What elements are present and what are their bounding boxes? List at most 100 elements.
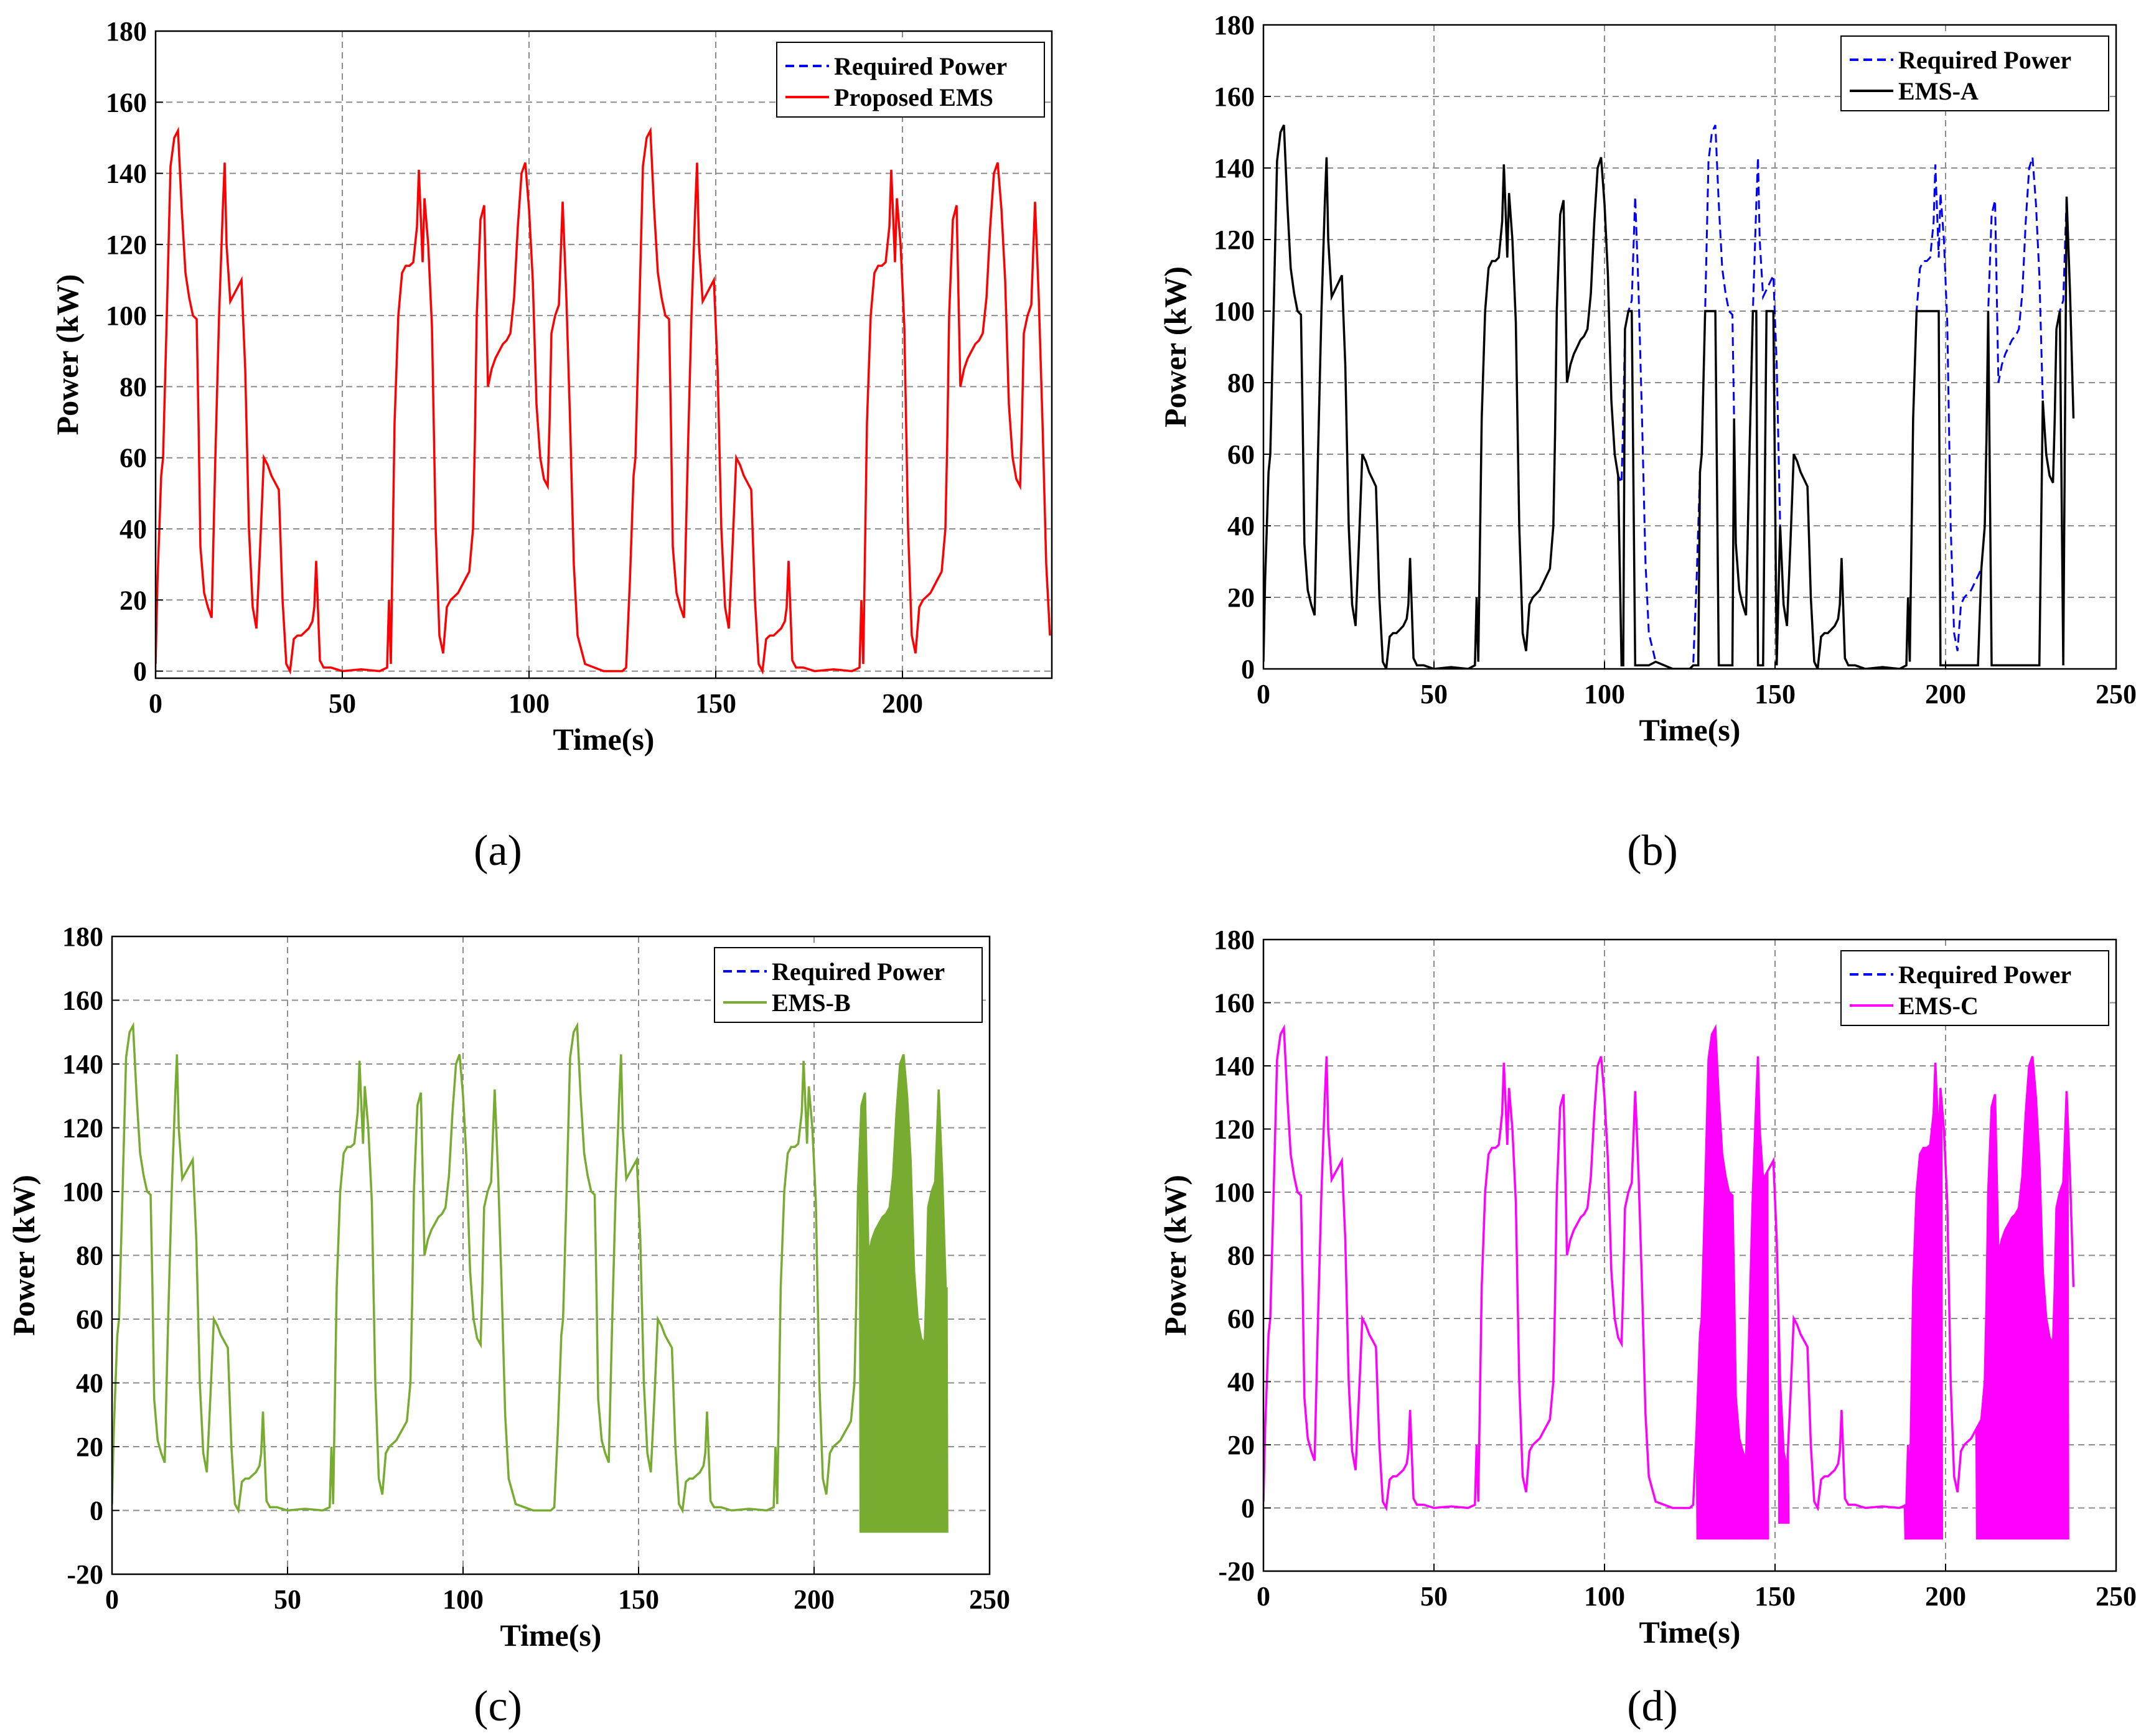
x-tick-label: 100 [1584,679,1625,709]
series-oscillation-band [1903,1079,1943,1540]
caption-c: (c) [474,1682,522,1730]
x-tick-label: 50 [1420,679,1448,709]
x-tick-label: 250 [2096,679,2137,709]
plot-area [1263,25,2116,669]
y-tick-label: 40 [1227,1367,1255,1398]
y-tick-label: 180 [62,922,103,952]
y-axis-label: Power (kW) [6,1175,41,1336]
axes-frame [1262,24,2117,670]
y-tick-label: 160 [1214,988,1255,1019]
traces [156,126,1051,675]
x-tick-label: 150 [1754,679,1796,709]
y-tick-label: 60 [76,1304,103,1335]
legend-box [776,42,1045,118]
y-tick-label: 60 [1227,1304,1255,1334]
x-tick-label: 250 [2096,1581,2137,1612]
x-tick-label: 0 [105,1584,119,1615]
series-line-ems [1263,124,2075,669]
x-tick-label: 200 [794,1584,835,1615]
y-tick-label: 20 [76,1432,103,1462]
x-tick-label: 50 [329,688,356,719]
x-tick-label: 250 [969,1584,1010,1615]
caption-b: (b) [1627,827,1678,875]
y-tick-label: 60 [119,443,147,474]
x-tick-label: 0 [149,688,162,719]
y-tick-label: 80 [1227,368,1255,398]
series-line-ems [1263,1024,2075,1512]
y-tick-label: 20 [1227,582,1255,613]
x-tick-label: 200 [882,688,923,719]
legend-label: EMS-B [772,989,851,1017]
series-oscillation-band [1695,1030,1769,1540]
y-tick-label: 120 [1214,225,1255,255]
traces [1263,124,2075,669]
y-tick-label: -20 [67,1559,103,1590]
traces [112,1022,949,1533]
x-tick-label: 50 [274,1584,301,1615]
y-tick-label: -20 [1218,1556,1255,1587]
x-axis-label: Time(s) [1639,1615,1741,1650]
y-tick-label: 180 [106,16,147,47]
y-tick-label: 100 [62,1177,103,1207]
y-tick-label: 20 [1227,1430,1255,1460]
y-tick-label: 120 [1214,1114,1255,1145]
y-tick-label: 0 [1241,1493,1255,1524]
x-axis-label: Time(s) [553,722,655,757]
legend-label: EMS-A [1898,77,1979,105]
x-tick-label: 0 [1257,679,1270,709]
x-tick-label: 100 [443,1584,484,1615]
y-tick-label: 0 [133,656,147,687]
x-axis-label: Time(s) [1639,712,1741,747]
panel-a: 0 50 100 150 200 0 20 40 60 80 100 120 140 160 180 Time… [50,16,1053,757]
plot-area [156,31,1052,678]
y-tick-label: 160 [106,87,147,118]
legend-box [1840,950,2109,1026]
y-tick-label: 140 [62,1049,103,1080]
y-tick-label: 160 [62,986,103,1016]
y-tick-label: 180 [1214,10,1255,40]
y-tick-label: 0 [90,1496,103,1526]
legend-label: Required Power [834,52,1007,80]
x-tick-label: 150 [1754,1581,1796,1612]
legend-label: Required Power [1898,961,2071,989]
panel-c: 0 50 100 150 200 250-200204060801001201401601… [6,922,1010,1653]
y-tick-label: 140 [106,159,147,189]
y-tick-label: 120 [62,1113,103,1144]
legend-box [1840,35,2109,111]
x-tick-label: 100 [508,688,550,719]
y-tick-label: 100 [1214,296,1255,327]
series-line-ems [112,1022,947,1514]
y-axis-label: Power (kW) [50,274,85,436]
x-axis-label: Time(s) [500,1618,602,1653]
series-oscillation-band [1778,1310,1790,1524]
y-tick-label: 80 [76,1241,103,1271]
legend-label: Required Power [1898,46,2071,74]
x-tick-label: 0 [1257,1581,1270,1612]
y-tick-label: 20 [119,585,147,615]
x-tick-label: 200 [1925,679,1966,709]
y-axis-label: Power (kW) [1158,266,1192,427]
x-tick-label: 200 [1925,1581,1966,1612]
y-tick-label: 40 [76,1368,103,1399]
panel-d: 0 50 100 150 200 250-200204060801001201401601… [1158,925,2137,1650]
y-tick-label: 60 [1227,439,1255,470]
legend-label: EMS-C [1898,992,1979,1020]
y-tick-label: 40 [1227,511,1255,541]
legend-label: Proposed EMS [834,83,993,111]
panel-b: 0 50 100 150 200 250 0 20 40 60 80 100 120 140 160 180 T… [1158,10,2137,747]
y-tick-label: 80 [119,371,147,402]
caption-a: (a) [474,827,522,875]
y-tick-label: 100 [1214,1177,1255,1208]
y-tick-label: 140 [1214,153,1255,184]
legend-box [714,947,983,1023]
x-tick-label: 150 [695,688,736,719]
y-tick-label: 100 [106,301,147,331]
x-tick-label: 150 [618,1584,659,1615]
traces [1263,1024,2075,1540]
x-tick-label: 100 [1584,1581,1625,1612]
y-tick-label: 0 [1241,654,1255,684]
y-tick-label: 40 [119,514,147,544]
x-tick-label: 50 [1420,1581,1448,1612]
y-tick-label: 80 [1227,1241,1255,1271]
